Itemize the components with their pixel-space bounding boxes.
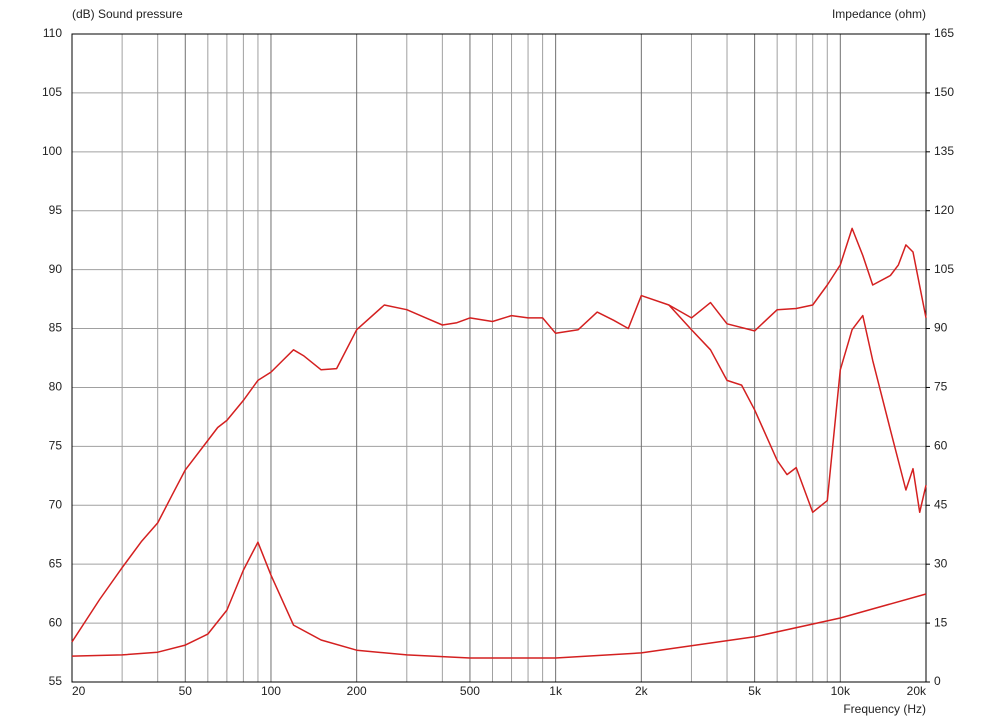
y2-tick-label: 165	[934, 26, 954, 40]
x-tick-label: 2k	[635, 684, 649, 698]
x-tick-label: 20k	[907, 684, 927, 698]
x-tick-label: 5k	[748, 684, 762, 698]
y-tick-label: 60	[49, 615, 63, 629]
x-tick-label: 100	[261, 684, 281, 698]
y-tick-label: 85	[49, 321, 63, 335]
y-tick-label: 75	[49, 439, 63, 453]
y2-tick-label: 90	[934, 321, 948, 335]
x-tick-label: 10k	[831, 684, 851, 698]
x-tick-label: 500	[460, 684, 480, 698]
series-line	[71, 227, 927, 643]
y-tick-label: 80	[49, 380, 63, 394]
y2-tick-label: 15	[934, 615, 948, 629]
plot-area	[72, 34, 926, 682]
y2-axis-label: Impedance (ohm)	[832, 7, 926, 21]
y-tick-label: 70	[49, 497, 63, 511]
y2-tick-label: 30	[934, 556, 948, 570]
x-tick-label: 1k	[549, 684, 563, 698]
y2-tick-label: 60	[934, 439, 948, 453]
y2-tick-label: 45	[934, 497, 948, 511]
x-axis-label: Frequency (Hz)	[843, 702, 926, 716]
y-tick-label: 55	[49, 674, 63, 688]
y2-tick-label: 105	[934, 262, 954, 276]
y2-tick-label: 120	[934, 203, 954, 217]
y-tick-label: 90	[49, 262, 63, 276]
y-tick-label: 100	[42, 144, 62, 158]
y-tick-label: 95	[49, 203, 63, 217]
x-tick-label: 20	[72, 684, 86, 698]
y2-tick-label: 0	[934, 674, 941, 688]
y2-tick-label: 150	[934, 85, 954, 99]
y-tick-label: 65	[49, 556, 63, 570]
series-line	[668, 304, 927, 514]
series-line	[71, 541, 927, 659]
x-tick-label: 200	[347, 684, 367, 698]
y2-tick-label: 75	[934, 380, 948, 394]
y2-tick-label: 135	[934, 144, 954, 158]
y-tick-label: 110	[43, 26, 62, 40]
x-tick-label: 50	[179, 684, 193, 698]
y-tick-label: 105	[42, 85, 62, 99]
plot-frame	[71, 33, 927, 683]
y-axis-label: (dB) Sound pressure	[72, 7, 183, 21]
